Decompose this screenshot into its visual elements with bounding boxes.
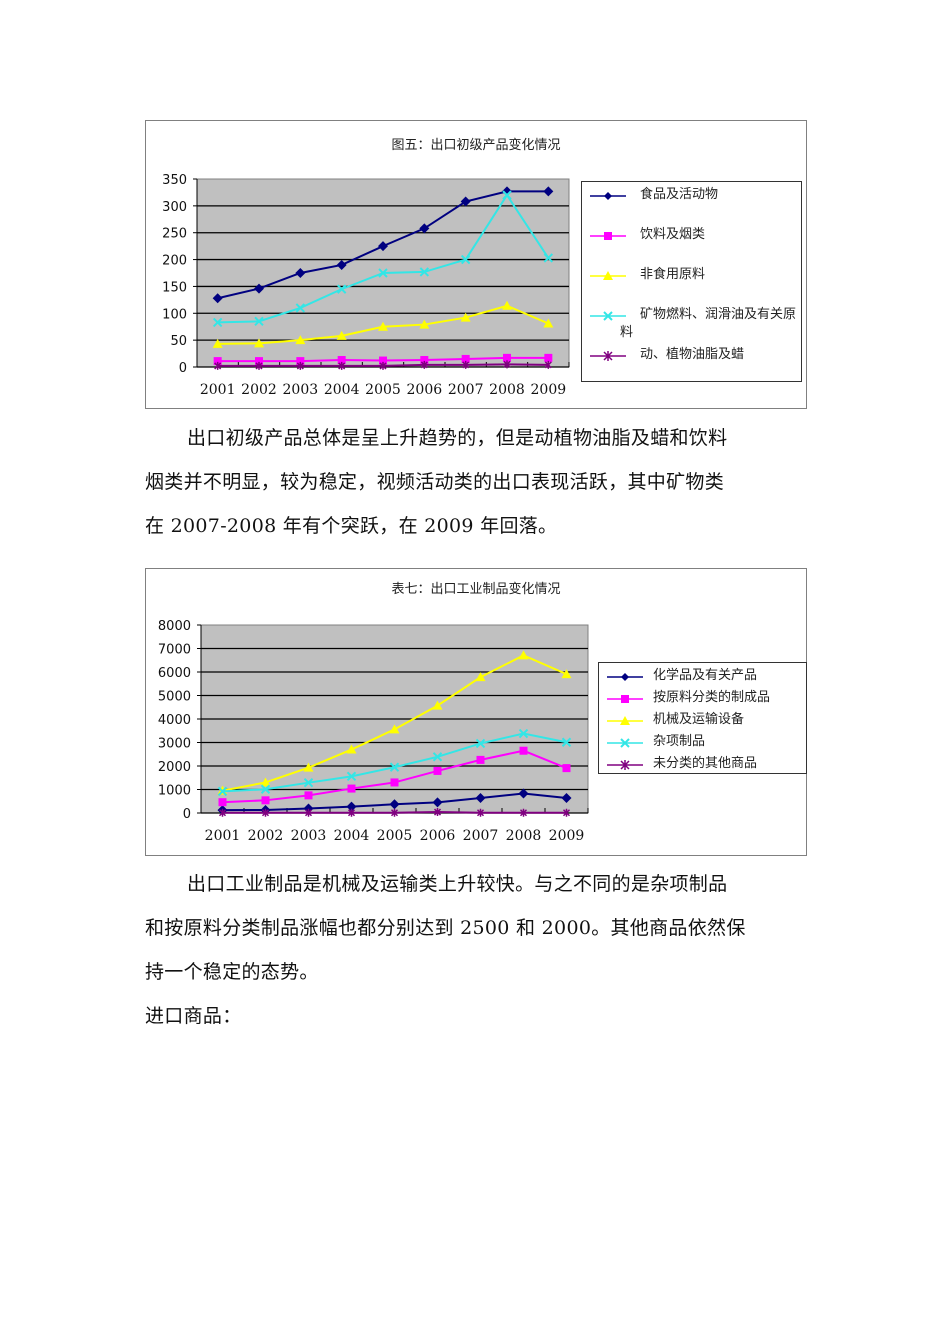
legend-x-marker-icon xyxy=(607,738,643,748)
chart-legend: 化学品及有关产品 按原料分类的制成品 机械及运输设备 杂项制品 未分类的其他商品 xyxy=(598,662,807,774)
paragraph-line: 出口初级产品总体是呈上升趋势的，但是动植物油脂及蜡和饮料 xyxy=(187,427,728,449)
legend-item-machinery-transport: 机械及运输设备 xyxy=(599,711,806,731)
paragraph-line: 出口工业制品是机械及运输类上升较快。与之不同的是杂项制品 xyxy=(187,873,728,895)
chart-primary-exports: 图五：出口初级产品变化情况 0 50 100 150 200 250 300 350 2001 2… xyxy=(145,120,807,409)
svg-text:2001: 2001 xyxy=(200,382,236,398)
legend-triangle-marker-icon xyxy=(607,716,643,725)
section-heading-imports: 进口商品： xyxy=(145,1005,242,1027)
legend-label: 机械及运输设备 xyxy=(653,712,745,727)
legend-square-marker-icon xyxy=(607,695,643,703)
legend-item-unclassified: 未分类的其他商品 xyxy=(599,755,806,775)
legend-item-mineral-fuels: 矿物燃料、润滑油及有关原料 xyxy=(582,306,801,344)
svg-text:2006: 2006 xyxy=(420,828,456,844)
svg-text:2009: 2009 xyxy=(531,382,567,398)
legend-item-oils-fats: 动、植物油脂及蜡 xyxy=(582,346,801,366)
svg-text:3000: 3000 xyxy=(158,737,191,752)
svg-text:2003: 2003 xyxy=(291,828,327,844)
svg-text:2007: 2007 xyxy=(448,382,484,398)
svg-text:2008: 2008 xyxy=(489,382,525,398)
paragraph-line: 在 2007-2008 年有个突跃，在 2009 年回落。 xyxy=(145,515,558,537)
svg-text:2002: 2002 xyxy=(241,382,277,398)
line-chart-plot: 0 50 100 150 200 250 300 350 2001 2002 2003 2004 200… xyxy=(162,173,570,398)
svg-text:2003: 2003 xyxy=(283,382,319,398)
legend-star-marker-icon xyxy=(607,760,643,770)
legend-label: 杂项制品 xyxy=(653,734,706,749)
svg-text:100: 100 xyxy=(162,307,187,322)
svg-text:2008: 2008 xyxy=(506,828,542,844)
analysis-paragraph-manufactured: 出口工业制品是机械及运输类上升较快。与之不同的是杂项制品 和按原料分类制品涨幅也… xyxy=(145,862,807,1038)
svg-text:2002: 2002 xyxy=(248,828,284,844)
legend-label: 矿物燃料、润滑油及有关原料 xyxy=(620,307,797,340)
svg-text:2004: 2004 xyxy=(334,828,370,844)
svg-text:350: 350 xyxy=(162,173,187,188)
svg-text:5000: 5000 xyxy=(158,690,191,705)
legend-item-manufactured-by-material: 按原料分类的制成品 xyxy=(599,689,806,709)
svg-text:7000: 7000 xyxy=(158,643,191,658)
paragraph-line: 和按原料分类制品涨幅也都分别达到 2500 和 2000。其他商品依然保 xyxy=(145,917,746,939)
legend-item-miscellaneous: 杂项制品 xyxy=(599,733,806,753)
legend-label: 动、植物油脂及蜡 xyxy=(640,347,745,362)
legend-diamond-marker-icon xyxy=(607,673,643,681)
legend-label: 食品及活动物 xyxy=(640,187,719,202)
legend-label: 按原料分类的制成品 xyxy=(653,690,771,705)
legend-triangle-marker-icon xyxy=(590,271,626,280)
svg-text:150: 150 xyxy=(162,280,187,295)
svg-text:2005: 2005 xyxy=(365,382,401,398)
svg-text:2005: 2005 xyxy=(377,828,413,844)
chart-title: 图五：出口初级产品变化情况 xyxy=(391,138,561,153)
legend-star-marker-icon xyxy=(590,351,626,361)
legend-x-marker-icon xyxy=(590,311,626,321)
svg-text:2000: 2000 xyxy=(158,760,191,775)
paragraph-line: 持一个稳定的态势。 xyxy=(145,961,319,983)
legend-diamond-marker-icon xyxy=(590,192,626,200)
svg-text:200: 200 xyxy=(162,254,187,269)
svg-text:2004: 2004 xyxy=(324,382,360,398)
chart-manufactured-exports: 表七：出口工业制品变化情况 0 1000 2000 3000 4000 5000 6000 7… xyxy=(145,568,807,856)
svg-text:0: 0 xyxy=(183,807,191,822)
chart-title: 表七：出口工业制品变化情况 xyxy=(391,582,561,597)
paragraph-line: 烟类并不明显，较为稳定，视频活动类的出口表现活跃，其中矿物类 xyxy=(145,471,725,493)
svg-text:300: 300 xyxy=(162,200,187,215)
svg-text:50: 50 xyxy=(170,334,187,349)
legend-label: 饮料及烟类 xyxy=(640,227,706,242)
legend-item-chemicals: 化学品及有关产品 xyxy=(599,667,806,687)
svg-text:2001: 2001 xyxy=(205,828,241,844)
analysis-paragraph-primary: 出口初级产品总体是呈上升趋势的，但是动植物油脂及蜡和饮料 烟类并不明显，较为稳定… xyxy=(145,416,807,548)
svg-text:2007: 2007 xyxy=(463,828,499,844)
legend-label: 化学品及有关产品 xyxy=(653,668,758,683)
svg-text:2006: 2006 xyxy=(407,382,443,398)
svg-text:2009: 2009 xyxy=(549,828,585,844)
svg-text:0: 0 xyxy=(179,361,187,376)
legend-item-food: 食品及活动物 xyxy=(582,186,801,206)
legend-item-beverage: 饮料及烟类 xyxy=(582,226,801,246)
svg-text:4000: 4000 xyxy=(158,713,191,728)
svg-text:250: 250 xyxy=(162,227,187,242)
legend-label: 非食用原料 xyxy=(640,267,706,282)
svg-text:6000: 6000 xyxy=(158,666,191,681)
legend-item-crude-materials: 非食用原料 xyxy=(582,266,801,286)
legend-label: 未分类的其他商品 xyxy=(653,756,758,771)
svg-text:8000: 8000 xyxy=(158,619,191,634)
legend-square-marker-icon xyxy=(590,232,626,240)
svg-text:1000: 1000 xyxy=(158,784,191,799)
line-chart-plot: 0 1000 2000 3000 4000 5000 6000 7000 8000 2001 200… xyxy=(158,619,589,844)
chart-legend: 食品及活动物 饮料及烟类 非食用原料 矿物燃料、润滑油及有关原料 动、植物油脂及… xyxy=(581,181,802,382)
